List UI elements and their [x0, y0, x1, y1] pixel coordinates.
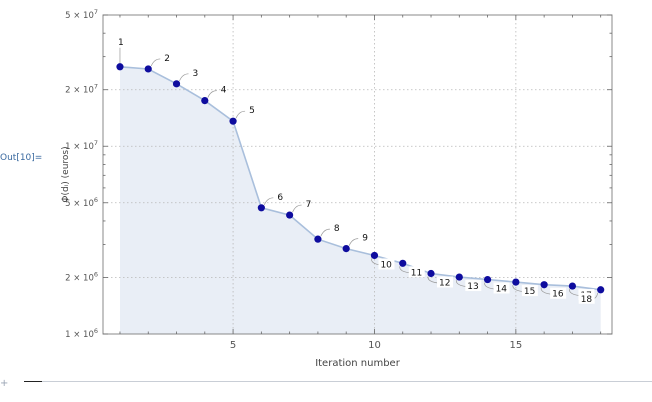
point-label-background	[378, 258, 395, 270]
area-fill	[120, 66, 601, 335]
point-label: 13	[467, 282, 478, 292]
output-cell-label: Out[10]=	[0, 153, 43, 163]
data-point	[370, 251, 379, 260]
point-label: 15	[524, 287, 535, 297]
point-label: 12	[439, 278, 450, 288]
data-point	[399, 259, 407, 267]
plot-frame	[102, 14, 613, 335]
point-label: 1	[118, 38, 124, 48]
point-label: 9	[362, 234, 368, 244]
point-label-background	[465, 280, 482, 292]
data-point	[116, 63, 124, 71]
point-label: 8	[334, 224, 340, 234]
data-point	[144, 65, 152, 73]
point-label-background	[578, 292, 595, 304]
point-label: 16	[552, 290, 564, 300]
y-tick-label: 5 × 107	[65, 8, 98, 21]
data-point	[597, 286, 605, 294]
point-label: 6	[277, 193, 283, 203]
point-callout	[207, 90, 217, 98]
point-callout	[292, 204, 302, 213]
x-tick-label: 10	[368, 340, 381, 351]
point-label: 5	[249, 106, 255, 116]
point-label: 4	[221, 86, 227, 96]
data-point	[455, 273, 463, 281]
point-callout	[320, 228, 330, 237]
y-axis-label: Φ(dᵢ) (euros)	[61, 146, 71, 202]
x-tick-label: 15	[509, 340, 522, 351]
point-label: 7	[306, 200, 312, 210]
y-tick-label: 2 × 107	[65, 83, 98, 96]
y-tick-label: 1 × 107	[65, 139, 98, 152]
point-callout	[264, 197, 274, 205]
series-line	[119, 66, 601, 291]
data-point	[172, 80, 181, 88]
data-point	[568, 282, 577, 290]
point-label-background	[408, 266, 425, 278]
data-point	[427, 269, 435, 278]
point-label: 18	[581, 295, 593, 305]
point-label: 11	[411, 268, 422, 278]
cell-insertion-plus-icon[interactable]: +	[0, 378, 9, 389]
point-callout	[348, 238, 359, 246]
data-point	[257, 204, 265, 212]
x-tick-label: 5	[230, 340, 236, 351]
point-label: 14	[496, 285, 508, 295]
data-point	[512, 278, 520, 286]
data-point	[201, 97, 209, 105]
point-callout	[235, 110, 246, 119]
data-point	[540, 281, 548, 289]
point-label-background	[493, 282, 510, 294]
data-point	[286, 211, 294, 219]
point-callout	[179, 73, 189, 81]
data-point	[314, 235, 322, 243]
data-point	[483, 275, 492, 284]
cell-insertion-line	[42, 381, 652, 382]
point-label: 10	[380, 260, 392, 270]
point-label: 2	[164, 54, 170, 64]
data-point	[342, 244, 350, 253]
point-label-background	[550, 287, 567, 299]
y-tick-label: 5 × 106	[65, 196, 98, 209]
y-tick-label: 2 × 106	[65, 270, 98, 283]
point-label: 3	[193, 69, 199, 79]
point-label-background	[437, 276, 454, 288]
data-point	[229, 117, 237, 125]
x-axis-label: Iteration number	[315, 358, 401, 369]
cell-insertion-line-marker	[24, 381, 42, 382]
point-label-background	[521, 285, 538, 297]
y-tick-label: 1 × 106	[65, 327, 98, 340]
point-callout	[150, 58, 161, 67]
